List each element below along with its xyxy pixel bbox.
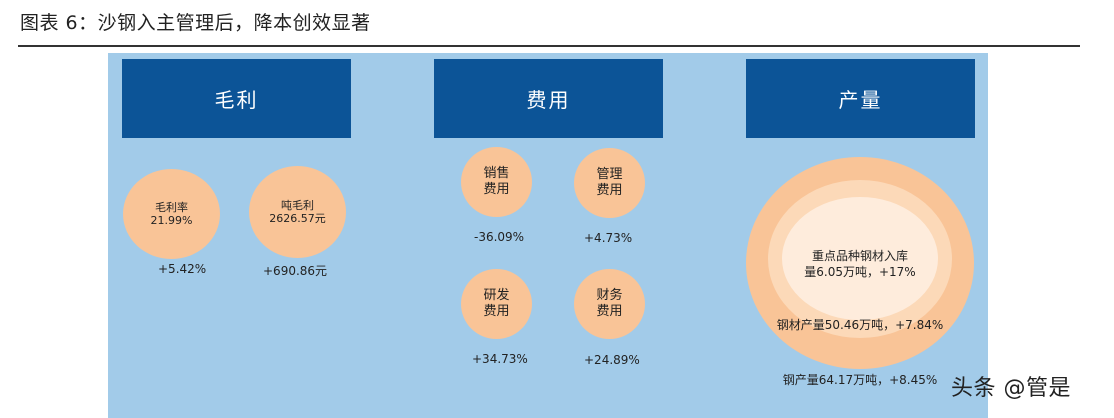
title-divider	[18, 45, 1080, 47]
diagram-panel: 毛利 毛利率 21.99% +5.42% 吨毛利 2626.57元 +690.8…	[108, 53, 988, 418]
rolled-steel-output-text: 钢材产量50.46万吨，+7.84%	[776, 318, 944, 332]
sales-expense-circle: 销售 费用	[461, 147, 532, 217]
profit-per-ton-circle: 吨毛利 2626.57元	[249, 166, 346, 258]
gross-margin-change: +5.42%	[158, 262, 207, 276]
gross-margin-label: 毛利率	[154, 201, 188, 214]
key-product-line1: 重点品种钢材入库	[811, 249, 908, 263]
rnd-expense-change: +34.73%	[472, 352, 528, 366]
admin-expense-circle: 管理 费用	[574, 148, 645, 218]
key-product-text: 重点品种钢材入库 量6.05万吨，+17%	[780, 248, 940, 280]
gross-profit-header: 毛利	[122, 59, 351, 138]
sales-expense-change: -36.09%	[474, 230, 525, 244]
rnd-expense-line1: 研发	[483, 288, 510, 303]
admin-expense-line2: 费用	[596, 183, 623, 198]
finance-expense-line2: 费用	[596, 304, 623, 319]
figure-title: 图表 6：沙钢入主管理后，降本创效显著	[20, 12, 371, 34]
profit-per-ton-label: 吨毛利	[281, 199, 314, 212]
admin-expense-line1: 管理	[596, 167, 623, 182]
output-header: 产量	[746, 59, 975, 138]
finance-expense-change: +24.89%	[584, 353, 640, 367]
finance-expense-circle: 财务 费用	[574, 269, 645, 339]
gross-margin-circle: 毛利率 21.99%	[123, 169, 220, 259]
profit-per-ton-change: +690.86元	[263, 264, 328, 278]
profit-per-ton-value: 2626.57元	[269, 212, 326, 225]
steel-output-text: 钢产量64.17万吨，+8.45%	[782, 373, 938, 387]
rnd-expense-line2: 费用	[483, 304, 510, 319]
key-product-ring	[782, 197, 938, 320]
key-product-line2: 量6.05万吨，+17%	[804, 265, 916, 279]
sales-expense-line1: 销售	[483, 166, 510, 181]
expenses-header: 费用	[434, 59, 663, 138]
rnd-expense-circle: 研发 费用	[461, 269, 532, 339]
finance-expense-line1: 财务	[596, 288, 623, 303]
gross-margin-value: 21.99%	[150, 214, 193, 227]
watermark: 头条 @管是	[951, 376, 1071, 401]
sales-expense-line2: 费用	[483, 182, 510, 197]
admin-expense-change: +4.73%	[584, 231, 633, 245]
